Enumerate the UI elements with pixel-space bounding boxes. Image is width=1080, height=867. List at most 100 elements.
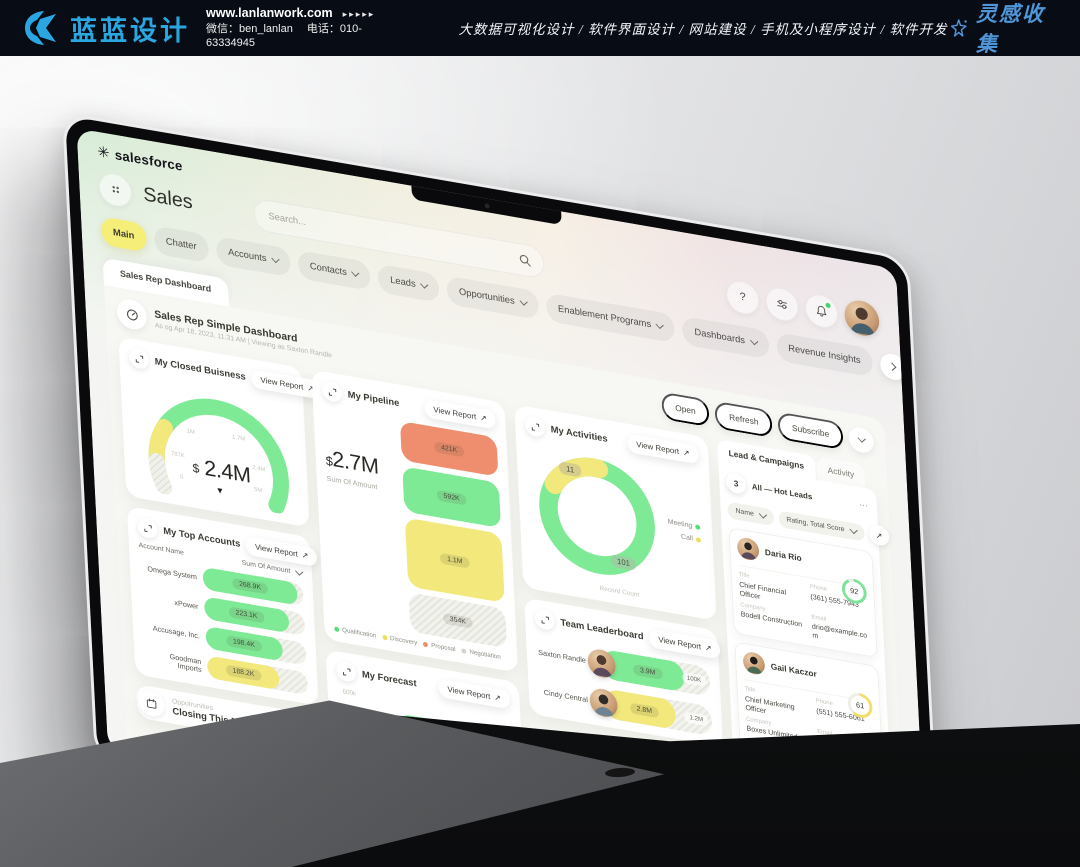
- chevron-down-icon: [655, 320, 665, 330]
- webcam-icon: [484, 202, 490, 209]
- phone-number: 电话：010-63334945: [206, 22, 362, 50]
- card-title: Team Leaderboard: [560, 616, 644, 642]
- sparkle-star-icon: [950, 19, 967, 37]
- expand-icon[interactable]: [524, 414, 546, 439]
- legend-dot: [695, 524, 701, 531]
- chevron-down-icon: [351, 268, 360, 277]
- card-team-leaderboard: Team Leaderboard View Report ↗ Saxton Ran…: [524, 597, 724, 747]
- nav-tab-chatter[interactable]: Chatter: [153, 225, 210, 264]
- view-report-button[interactable]: View Report ↗: [438, 677, 511, 709]
- view-report-button[interactable]: View Report ↗: [648, 628, 721, 660]
- leaderboard-bar: 2.8M 1.2M: [602, 688, 713, 737]
- card-my-top-accounts: My Top Accounts View Report ↗ Account Nam…: [126, 506, 319, 707]
- card-my-forecast: My Forecast View Report ↗ 600k 400k: [325, 649, 529, 867]
- search-bar[interactable]: [252, 196, 546, 280]
- filter-name[interactable]: Name: [727, 500, 774, 526]
- salesforce-wordmark: salesforce: [114, 147, 183, 174]
- sliders-icon: [777, 299, 788, 309]
- column-account-name: Account Name: [138, 542, 185, 558]
- card-my-closed-business: My Closed Buisness View Report ↗: [118, 336, 324, 528]
- card-title: My Pipeline: [347, 388, 400, 409]
- arrow-up-right-icon: ↗: [682, 447, 690, 458]
- nav-tab-main[interactable]: Main: [100, 216, 147, 253]
- app-launcher-button[interactable]: [98, 170, 133, 209]
- promo-banner: 蓝蓝设计 www.lanlanwork.com ▸▸▸▸▸ 微信：ben_lanl…: [0, 0, 1080, 56]
- filter-rating-total-score[interactable]: Rating, Total Score: [778, 509, 865, 542]
- legend-dot: [382, 634, 388, 641]
- forecast-column: April 2023: [471, 710, 514, 858]
- more-actions-button[interactable]: [848, 425, 875, 454]
- view-report-button[interactable]: View Report ↗: [423, 398, 497, 430]
- nav-tab-opportunities[interactable]: Opportunities: [446, 275, 540, 320]
- notification-badge: [825, 302, 831, 308]
- expand-icon[interactable]: [321, 380, 343, 404]
- nav-scroll-right-button[interactable]: [879, 351, 907, 382]
- arrow-up-right-icon: ↗: [301, 550, 309, 561]
- lead-card[interactable]: Gail Kaczor 61 Title Chief Marketing Offi…: [734, 641, 884, 773]
- profile-avatar[interactable]: [843, 297, 880, 338]
- calendar-icon: [138, 688, 166, 719]
- lead-card[interactable]: Daria Rio 92 Title Chief Financial Office…: [728, 527, 878, 659]
- subscribe-button[interactable]: Subscribe: [777, 411, 844, 451]
- bell-icon: [816, 305, 827, 317]
- forecast-legend: Pipeline Best Case Commit: [345, 837, 519, 867]
- lanlan-logo-icon: [25, 11, 56, 45]
- chevron-down-icon: [849, 525, 858, 534]
- person-silhouette-icon: [740, 542, 757, 561]
- person-silhouette-icon: [592, 655, 613, 678]
- expand-icon[interactable]: [534, 608, 556, 632]
- avatar: [587, 647, 617, 680]
- chevron-down-icon: [420, 280, 429, 289]
- svg-text:2.4M: 2.4M: [204, 455, 251, 488]
- legend-dot: [423, 641, 429, 648]
- svg-text:2.4M: 2.4M: [252, 465, 265, 473]
- nav-tab-dashboards[interactable]: Dashboards: [681, 316, 770, 360]
- svg-text:101: 101: [617, 557, 630, 568]
- person-silhouette-icon: [752, 770, 768, 789]
- wechat-id: 微信：ben_lanlan: [206, 22, 293, 35]
- expand-icon[interactable]: [128, 347, 150, 371]
- expand-icon[interactable]: [335, 659, 357, 683]
- lead-card[interactable]: Gwendolyn Royals 4 Title VP Purchasing Ph…: [740, 755, 889, 867]
- app-title: Sales: [142, 182, 194, 214]
- nav-tab-contacts[interactable]: Contacts: [297, 250, 372, 292]
- lead-count-badge: 3: [725, 471, 747, 496]
- open-list-button[interactable]: ↗: [868, 523, 890, 547]
- card-title: My Forecast: [361, 668, 417, 689]
- svg-text:1M: 1M: [187, 429, 196, 436]
- legend-dot: [413, 849, 419, 856]
- open-button[interactable]: Open: [660, 391, 711, 428]
- nav-tab-leads[interactable]: Leads: [377, 263, 441, 303]
- chevron-right-icon: [887, 362, 897, 371]
- pipeline-bar: 1.1M: [404, 517, 505, 603]
- forecast-chart: 600k 400k 200k 0k: [337, 687, 518, 859]
- expand-icon[interactable]: [137, 516, 158, 540]
- help-button[interactable]: ?: [725, 278, 760, 317]
- chevron-down-icon: [519, 297, 528, 306]
- search-icon: [519, 254, 531, 267]
- svg-text:787K: 787K: [171, 451, 185, 459]
- card-my-pipeline: My Pipeline View Report ↗ $2.7M Sum Of Am…: [311, 369, 519, 673]
- leaderboard-row: Saxton Randle 3.9M 100K: [536, 638, 711, 697]
- svg-text:$: $: [192, 461, 200, 476]
- laptop-mockup: ✳ salesforce Sales: [62, 112, 943, 867]
- legend-dot: [695, 537, 701, 543]
- chevron-down-icon: [758, 509, 767, 519]
- legend-dot: [461, 648, 467, 655]
- settings-button[interactable]: [765, 284, 800, 323]
- nav-tab-revenue-insights[interactable]: Revenue Insights: [775, 332, 874, 378]
- services-list: 大数据可视化设计 / 软件界面设计 / 网站建设 / 手机及小程序设计 / 软件…: [458, 22, 948, 37]
- arrow-up-right-icon: ↗: [704, 642, 712, 653]
- nav-tab-accounts[interactable]: Accounts: [215, 235, 291, 278]
- leads-panel: Lead & Campaigns Activity 3 All — Hot Le…: [717, 439, 897, 867]
- person-silhouette-icon: [746, 656, 763, 675]
- refresh-button[interactable]: Refresh: [714, 400, 773, 439]
- kebab-menu-icon[interactable]: ⋯: [858, 499, 869, 511]
- card-my-activities: My Activities View Report ↗: [514, 404, 717, 621]
- card-title: My Top Accounts: [163, 525, 241, 550]
- notifications-button[interactable]: [804, 291, 839, 330]
- person-silhouette-icon: [850, 307, 875, 336]
- legend-dot: [377, 843, 384, 850]
- chevron-down-icon: [749, 336, 758, 346]
